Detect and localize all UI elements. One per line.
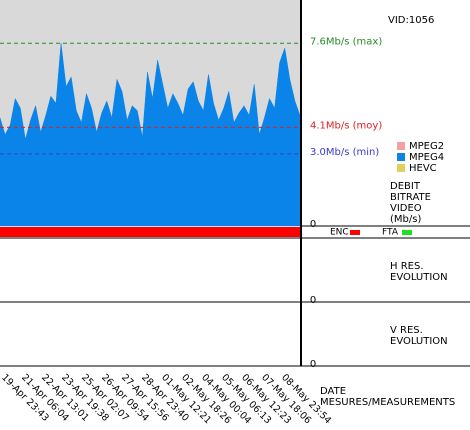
panel-title: EVOLUTION <box>390 272 448 283</box>
legend-swatch <box>397 142 405 150</box>
panel-title: H RES. <box>390 261 424 272</box>
panel-tick-label: 0 <box>310 359 316 370</box>
x-axis-label: DATE <box>320 386 346 397</box>
reference-label: 3.0Mb/s (min) <box>310 147 379 158</box>
x-axis-label: MESURES/MEASUREMENTS <box>320 397 455 408</box>
status-label: ENC <box>330 228 349 238</box>
reference-label: 4.1Mb/s (moy) <box>310 120 382 131</box>
vid-label: VID:1056 <box>388 15 434 26</box>
panel-title: EVOLUTION <box>390 336 448 347</box>
bitrate-area <box>0 43 301 227</box>
legend-swatch <box>397 153 405 161</box>
legend-label: HEVC <box>409 163 437 174</box>
y-axis-label: VIDEO <box>390 203 422 214</box>
panel-title: V RES. <box>390 325 423 336</box>
status-swatch <box>402 230 412 235</box>
legend-swatch <box>397 164 405 172</box>
status-swatch <box>350 230 360 235</box>
legend-label: MPEG4 <box>409 152 444 163</box>
reference-label: 7.6Mb/s (max) <box>310 36 382 47</box>
panel-tick-label: 0 <box>310 295 316 306</box>
y-tick-label: 0 <box>310 219 316 230</box>
status-band <box>0 227 300 237</box>
legend-label: MPEG2 <box>409 141 444 152</box>
y-axis-label: BITRATE <box>390 192 431 203</box>
status-label: FTA <box>382 228 399 238</box>
y-axis-label: DEBIT <box>390 181 421 192</box>
y-axis-label: (Mb/s) <box>390 214 421 225</box>
